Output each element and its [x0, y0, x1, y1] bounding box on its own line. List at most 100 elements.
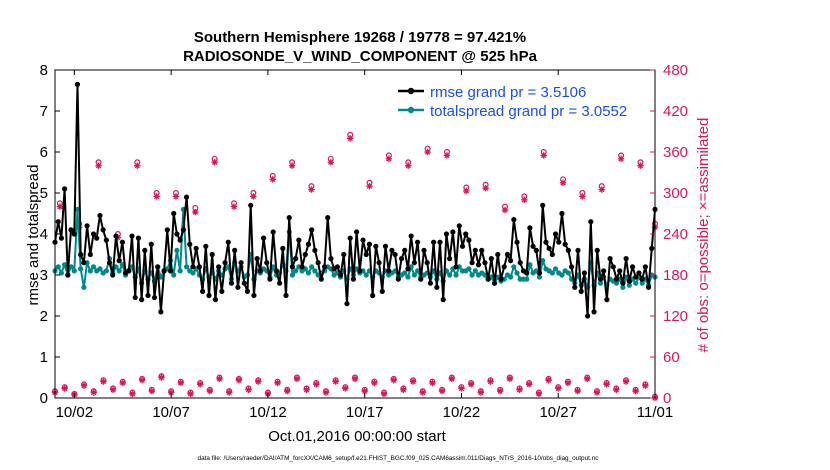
obs-daily-assimilated-marker	[540, 152, 547, 159]
rmse-point	[106, 260, 113, 266]
spread-point	[453, 272, 459, 278]
spread-point	[626, 282, 632, 288]
obs-daily-assimilated-marker	[598, 186, 605, 193]
spread-point	[620, 284, 626, 290]
rmse-point	[293, 256, 299, 262]
spread-point	[514, 270, 520, 276]
y-right-tick-label: 240	[663, 226, 688, 243]
rmse-point	[286, 215, 292, 221]
rmse-point	[167, 268, 174, 274]
rmse-point	[431, 239, 437, 245]
rmse-point	[209, 251, 215, 258]
obs-daily-assimilated-marker	[172, 193, 180, 200]
rmse-point	[135, 235, 142, 241]
rmse-point	[633, 274, 639, 280]
legend-spread-label: totalspread grand pr = 3.0552	[430, 103, 627, 120]
rmse-point	[174, 231, 180, 237]
obs-low-assimilated-marker	[506, 375, 514, 383]
rmse-point	[222, 260, 228, 266]
rmse-point	[116, 258, 122, 264]
obs-low-assimilated-marker	[80, 382, 88, 389]
rmse-point	[257, 268, 263, 274]
rmse-point	[354, 229, 360, 235]
obs-low-assimilated-marker	[525, 381, 533, 388]
spread-point	[190, 270, 196, 276]
obs-daily-assimilated-marker	[366, 182, 373, 190]
rmse-point	[639, 276, 645, 282]
rmse-point	[248, 202, 254, 208]
rmse-point	[81, 260, 87, 266]
rmse-point	[84, 223, 90, 229]
obs-low-assimilated-marker	[593, 389, 601, 396]
spread-point	[447, 272, 453, 278]
obs-low-assimilated-marker	[177, 379, 185, 387]
spread-point	[74, 206, 81, 212]
obs-low-assimilated-marker	[167, 389, 175, 396]
spread-point	[68, 264, 74, 270]
rmse-point	[424, 260, 430, 266]
rmse-point	[517, 260, 523, 266]
rmse-point	[440, 297, 446, 303]
rmse-point	[524, 270, 530, 276]
y-right-tick-label: 480	[663, 62, 688, 79]
obs-low-assimilated-marker	[274, 379, 281, 387]
obs-low-assimilated-marker	[622, 378, 630, 385]
obs-low-assimilated-marker	[119, 379, 126, 387]
rmse-point	[421, 247, 427, 253]
rmse-point	[485, 276, 491, 282]
rmse-point	[556, 239, 562, 245]
rmse-point	[251, 292, 257, 299]
rmse-point	[408, 233, 414, 239]
rmse-point	[479, 247, 485, 253]
obs-daily-assimilated-marker	[463, 187, 470, 195]
rmse-point	[305, 241, 312, 247]
rmse-point	[212, 297, 219, 303]
rmse-point	[447, 256, 453, 262]
rmse-point	[495, 251, 501, 258]
y-left-tick-label: 2	[40, 308, 48, 325]
obs-low-assimilated-marker	[477, 389, 485, 396]
obs-low-assimilated-marker	[138, 377, 146, 384]
x-tick-label: 10/17	[346, 404, 384, 421]
rmse-point	[318, 276, 324, 282]
rmse-point	[411, 260, 417, 266]
spread-point	[639, 280, 645, 286]
spread-point	[552, 266, 559, 272]
obs-low-assimilated-marker	[100, 378, 107, 385]
rmse-point	[158, 309, 164, 315]
rmse-point	[139, 297, 145, 303]
spread-point	[103, 268, 109, 274]
spread-point	[524, 276, 530, 282]
spread-point	[527, 262, 533, 268]
obs-low-assimilated-marker	[632, 387, 639, 395]
rmse-point	[337, 272, 344, 278]
rmse-point	[466, 237, 472, 243]
rmse-point	[55, 219, 61, 225]
obs-daily-assimilated-marker	[346, 135, 354, 142]
obs-low-assimilated-marker	[293, 375, 301, 383]
rmse-point	[87, 251, 93, 258]
y-right-tick-label: 360	[663, 144, 688, 161]
y-left-tick-label: 6	[40, 144, 48, 161]
rmse-point	[225, 239, 231, 245]
rmse-point	[591, 309, 597, 315]
spread-point	[81, 284, 87, 290]
rmse-point	[264, 260, 270, 266]
obs-daily-assimilated-marker	[482, 185, 489, 192]
rmse-point	[575, 247, 581, 253]
rmse-point	[414, 239, 421, 245]
obs-low-assimilated-marker	[487, 378, 494, 385]
obs-daily-assimilated-marker	[327, 159, 335, 166]
x-tick-label: 10/27	[539, 404, 577, 421]
obs-daily-assimilated-marker	[134, 162, 141, 169]
rmse-point	[530, 243, 536, 249]
obs-daily-assimilated-marker	[617, 155, 625, 163]
obs-low-assimilated-marker	[380, 390, 388, 398]
obs-low-assimilated-marker	[642, 382, 649, 389]
rmse-point	[511, 217, 517, 223]
rmse-point	[347, 235, 353, 241]
spread-point	[171, 272, 177, 278]
rmse-point	[270, 229, 276, 235]
rmse-point	[145, 292, 151, 299]
y-axis-left-label: rmse and totalspread	[25, 165, 42, 306]
